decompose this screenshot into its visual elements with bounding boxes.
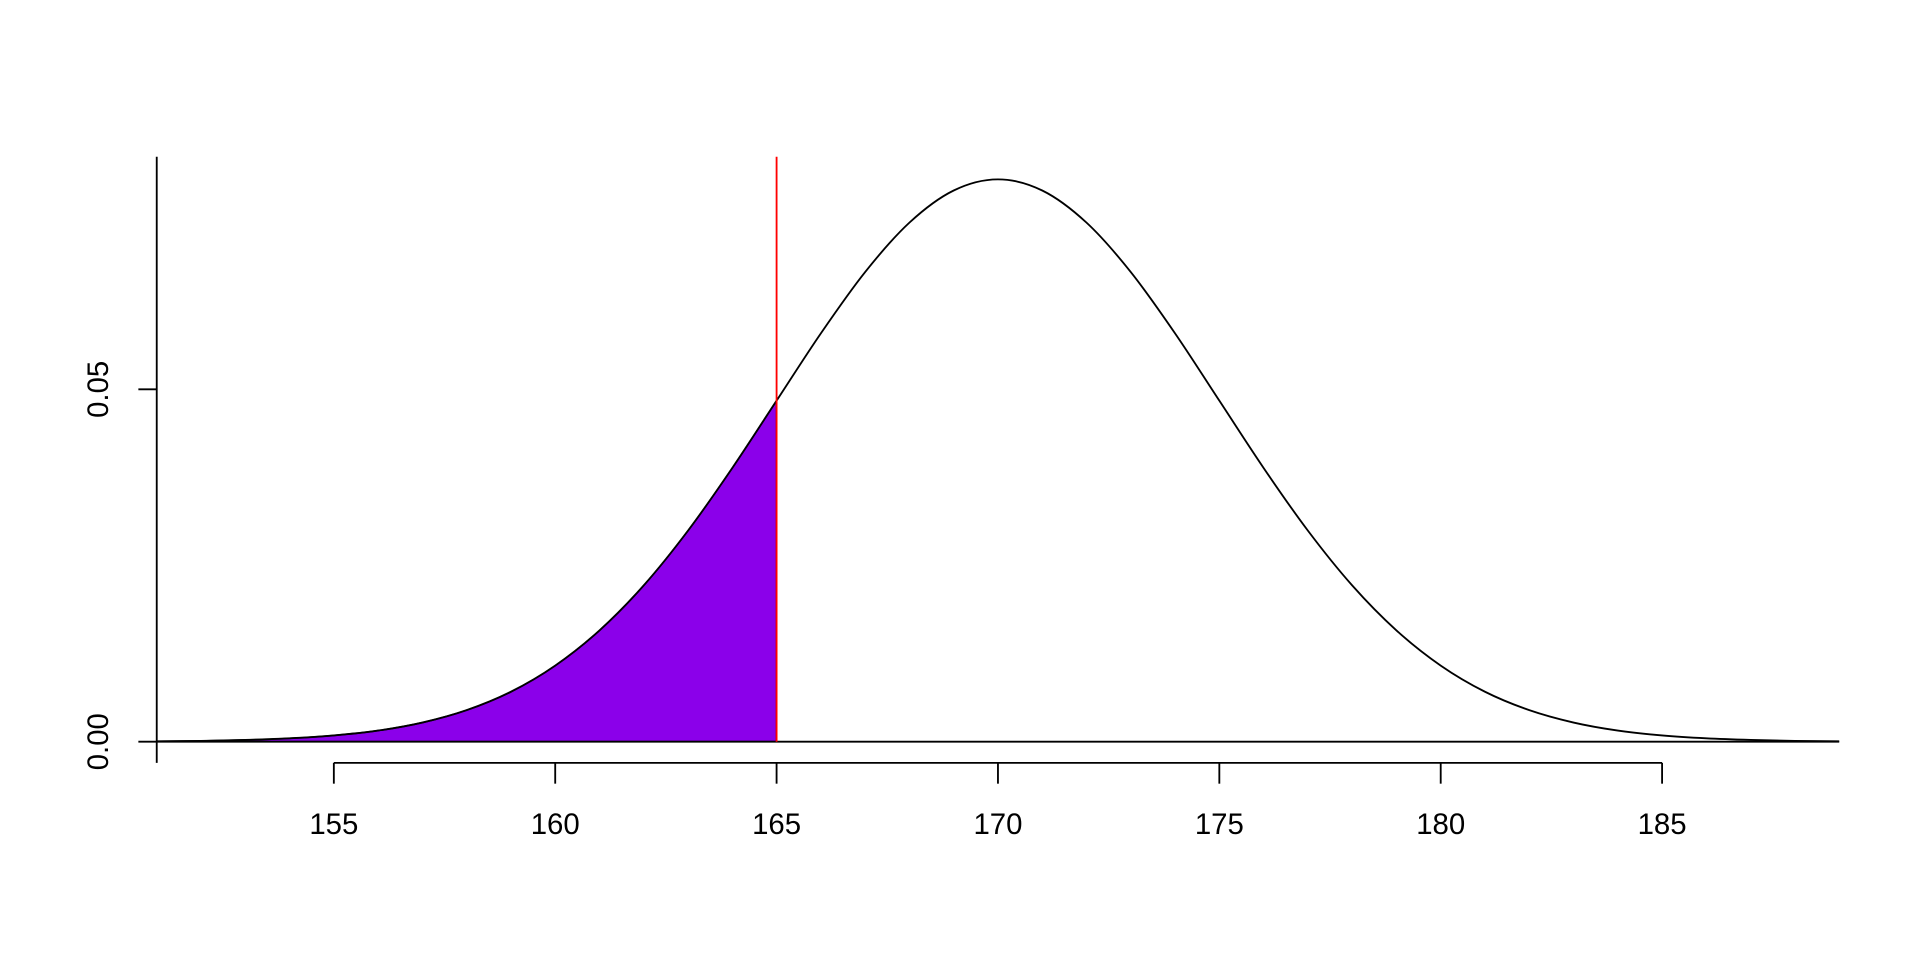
density-curve <box>156 178 1840 743</box>
x-tick-label: 185 <box>1638 808 1687 841</box>
x-tick-label: 180 <box>1416 808 1465 841</box>
x-tick-label: 160 <box>531 808 580 841</box>
x-tick-label: 165 <box>752 808 801 841</box>
y-tick-label: 0.00 <box>82 713 115 770</box>
x-tick-label: 155 <box>309 808 358 841</box>
x-tick-label: 170 <box>973 808 1022 841</box>
shaded-area <box>155 398 778 743</box>
y-tick-label: 0.05 <box>82 361 115 418</box>
x-tick-label: 175 <box>1195 808 1244 841</box>
